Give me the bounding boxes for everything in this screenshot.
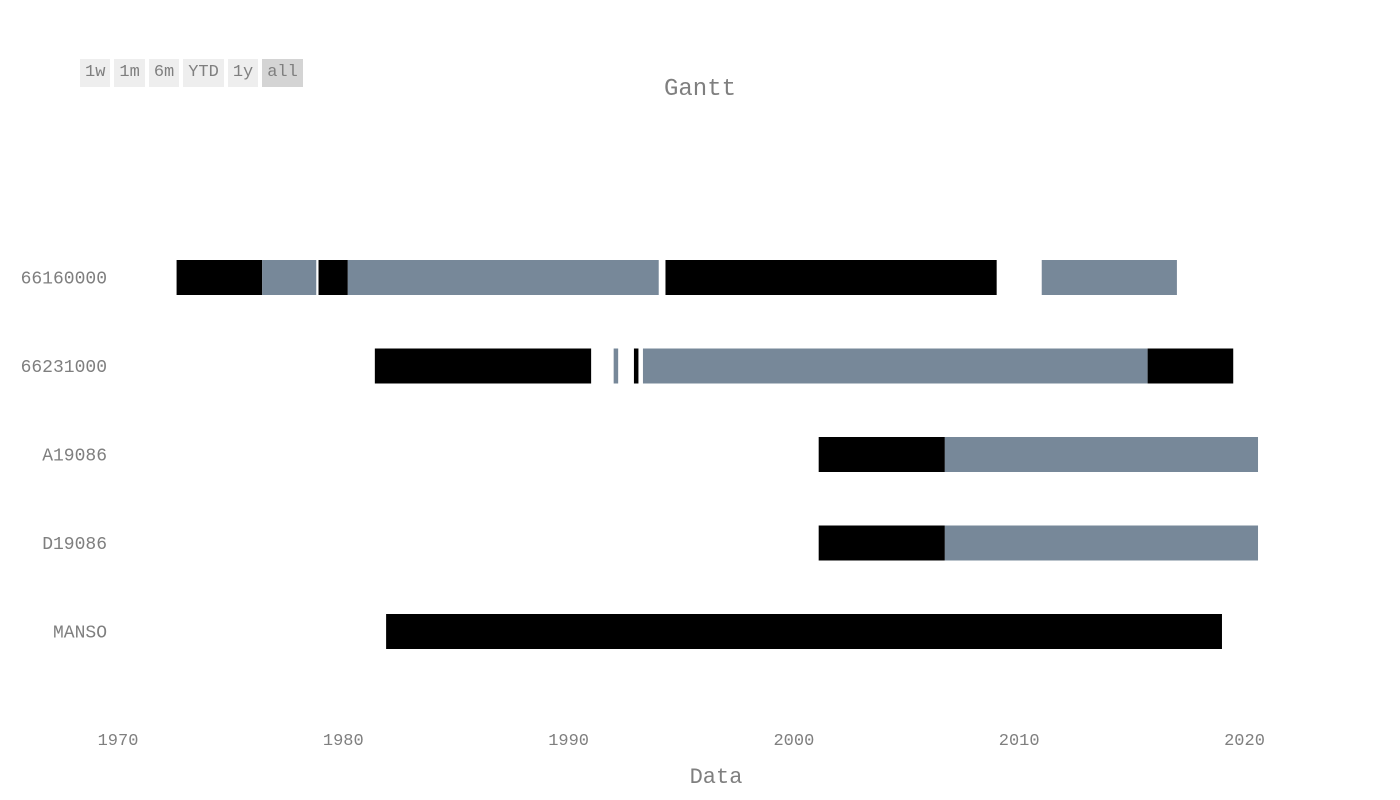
gantt-bar[interactable] [818, 437, 945, 472]
x-tick-label: 2000 [773, 732, 814, 751]
y-tick-label: A19086 [42, 447, 107, 467]
gantt-bar[interactable] [176, 260, 263, 295]
chart-title: Gantt [663, 76, 736, 103]
x-tick-label: 2010 [999, 732, 1040, 751]
bars-group [176, 260, 1259, 649]
gantt-bar[interactable] [262, 260, 317, 295]
gantt-bar[interactable] [318, 260, 348, 295]
y-tick-label: D19086 [42, 535, 107, 555]
gantt-bar[interactable] [613, 348, 619, 384]
range-selector: 1w 1m 6m YTD 1y all [80, 59, 303, 87]
x-tick-label: 1970 [98, 732, 139, 751]
x-tick-label: 1980 [323, 732, 364, 751]
gantt-bar[interactable] [818, 525, 945, 561]
gantt-bar[interactable] [665, 260, 997, 295]
range-button-6m[interactable]: 6m [148, 59, 180, 87]
gantt-bar[interactable] [374, 348, 592, 384]
y-tick-labels: 66160000 66231000 A19086 D19086 MANSO [21, 270, 107, 644]
gantt-bar[interactable] [633, 348, 639, 384]
range-button-1y[interactable]: 1y [227, 59, 259, 87]
x-tick-labels: 1970 1980 1990 2000 2010 2020 [98, 732, 1265, 751]
gantt-bar[interactable] [347, 260, 659, 295]
range-button-ytd[interactable]: YTD [183, 59, 224, 87]
gantt-bar[interactable] [1041, 260, 1177, 295]
x-tick-label: 1990 [548, 732, 589, 751]
x-tick-label: 2020 [1224, 732, 1265, 751]
x-axis-label: Data [690, 765, 743, 790]
range-button-1m[interactable]: 1m [114, 59, 145, 87]
gantt-bar[interactable] [944, 525, 1259, 561]
gantt-bar[interactable] [944, 437, 1259, 472]
gantt-bar[interactable] [386, 614, 1222, 649]
range-button-1w[interactable]: 1w [80, 59, 111, 87]
y-tick-label: MANSO [53, 624, 107, 644]
y-tick-label: 66160000 [21, 270, 107, 290]
y-tick-label: 66231000 [21, 358, 107, 378]
gantt-bar[interactable] [1147, 348, 1234, 384]
range-button-all[interactable]: all [262, 59, 303, 87]
gantt-bar[interactable] [642, 348, 1148, 384]
